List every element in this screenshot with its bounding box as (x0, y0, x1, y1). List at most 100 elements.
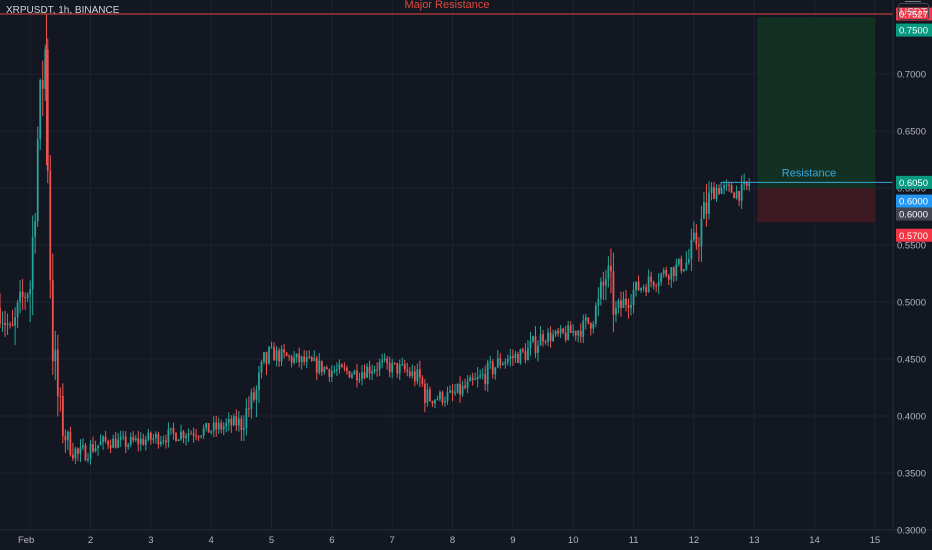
candle-body (104, 436, 107, 442)
candle-body (499, 358, 502, 366)
candle-body (346, 368, 348, 372)
candle-body (154, 433, 157, 439)
candle-body (230, 419, 233, 426)
candle-body (441, 392, 444, 403)
candle-body (242, 428, 245, 430)
candle-body (205, 423, 208, 429)
candle-body (318, 360, 321, 373)
candle-body (682, 269, 685, 272)
candle-body (210, 431, 213, 433)
time-tick-label: 11 (629, 535, 639, 546)
candle-body (464, 385, 467, 388)
time-tick-label: 3 (148, 535, 153, 546)
candle-body (489, 361, 492, 363)
candle-body (6, 324, 9, 326)
candle-body (710, 187, 713, 193)
candle-body (705, 202, 708, 214)
candle-body (547, 332, 549, 342)
candle-body (61, 396, 64, 436)
candle-body (506, 358, 509, 362)
price-tag-stop-label: 0.5700 (899, 231, 928, 242)
candle-body (471, 377, 474, 380)
candle-body (21, 291, 24, 298)
candle-body (617, 300, 620, 308)
candle-body (4, 322, 6, 325)
candle-body (584, 317, 587, 321)
time-tick-label: 13 (749, 535, 760, 546)
candle-body (351, 374, 353, 378)
currency-unit-button[interactable]: USDT (898, 3, 929, 20)
horizontal-lines[interactable]: Major Resistance Resistance (0, 0, 893, 191)
candle-body (738, 190, 741, 201)
candle-body (564, 332, 567, 340)
candle-body (516, 354, 519, 363)
candle-body (127, 444, 130, 447)
candle-body (376, 369, 379, 371)
candle-body (69, 431, 72, 455)
time-tick-label: 9 (510, 535, 515, 546)
candle-body (285, 352, 288, 356)
time-tick-label: 8 (450, 535, 455, 546)
candle-body (102, 436, 104, 442)
candle-body (569, 325, 572, 333)
candle-body (305, 356, 308, 363)
candle-body (620, 300, 622, 308)
candle-body (748, 183, 751, 186)
candle-body (245, 408, 248, 429)
candle-body (667, 275, 670, 280)
candle-body (703, 202, 705, 219)
candle-body (745, 181, 748, 186)
price-tag-last-price-label: 0.6000 (899, 210, 928, 221)
price-tag-target (896, 23, 932, 37)
candle-body (587, 317, 590, 323)
candle-body (486, 362, 489, 385)
price-tick-label: 0.5000 (897, 298, 926, 309)
candle-body (190, 433, 192, 435)
candle-body (26, 294, 29, 299)
candle-body (625, 298, 627, 305)
menu-icon[interactable] (905, 1, 921, 4)
candle-body (542, 334, 544, 342)
candle-body (84, 445, 87, 461)
candle-body (662, 270, 665, 274)
candle-body (728, 184, 730, 186)
candle-body (41, 80, 44, 89)
candle-body (66, 431, 69, 441)
candle-body (313, 357, 316, 361)
candle-body (713, 187, 715, 200)
time-tick-label: 2 (88, 535, 93, 546)
candle-body (411, 371, 414, 376)
candle-body (446, 392, 449, 402)
candle-body (386, 358, 389, 364)
candle-body (607, 265, 610, 280)
position-zones[interactable] (757, 17, 875, 223)
candle-body (89, 443, 92, 459)
candle-body (642, 287, 645, 289)
candle-body (328, 369, 331, 377)
candle-body (250, 392, 253, 410)
candle-body (423, 383, 426, 403)
candle-body (14, 317, 16, 326)
candle-body (630, 305, 632, 308)
candle-body (695, 232, 698, 245)
candle-body (283, 349, 285, 353)
candle-body (610, 265, 612, 272)
candle-body (247, 408, 250, 410)
candle-body (398, 364, 401, 374)
candle-body (594, 305, 597, 324)
candle-body (708, 192, 710, 214)
candle-body (381, 360, 384, 363)
candle-body (612, 271, 615, 315)
candle-body (122, 436, 125, 438)
candle-body (665, 270, 668, 276)
price-tag-resistance-label: 0.6050 (899, 178, 928, 189)
candle-body (16, 302, 19, 318)
candle-body (197, 436, 200, 438)
candle-body (134, 438, 137, 441)
candle-body (202, 428, 205, 436)
candle-body (660, 273, 663, 283)
price-tick-label: 0.6500 (897, 127, 926, 138)
candle-body (11, 324, 14, 326)
